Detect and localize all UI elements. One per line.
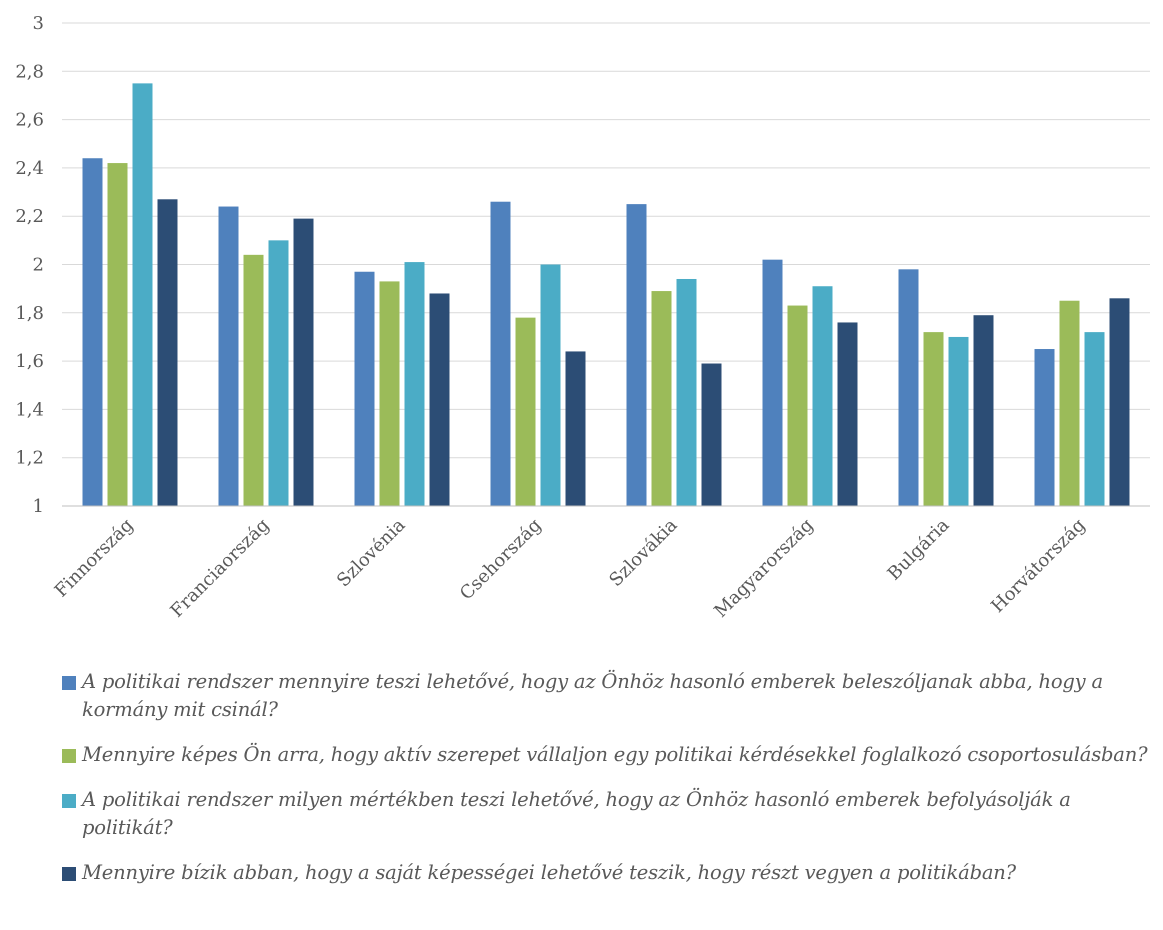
bar-series-2 [923,332,944,506]
x-tick-label: Bulgária [884,515,954,585]
bar-series-4 [1109,298,1130,506]
y-tick-label: 1,2 [15,448,44,469]
y-tick-label: 2,2 [15,206,44,227]
bar-series-2 [379,281,400,506]
legend-item-series-2: Mennyire képes Ön arra, hogy aktív szere… [62,741,1157,769]
y-tick-label: 1,8 [15,303,44,324]
bar-series-4 [293,218,314,507]
legend-item-series-4: Mennyire bízik abban, hogy a saját képes… [62,859,1157,887]
bar-series-3 [132,83,153,506]
bar-series-3 [676,278,697,506]
legend-label-series-1: A politikai rendszer mennyire teszi lehe… [82,670,1103,721]
bar-series-3 [812,286,833,506]
legend: A politikai rendszer mennyire teszi lehe… [62,668,1157,904]
bar-series-1 [626,204,647,506]
bar-series-1 [82,158,103,507]
x-tick-label: Szlovákia [605,515,681,591]
y-tick-label: 2,8 [15,61,44,82]
bar-series-3 [948,336,969,506]
bar-series-3 [268,240,289,506]
legend-label-series-4: Mennyire bízik abban, hogy a saját képes… [82,861,1016,884]
bar-chart: 1 1,2 1,4 1,6 1,8 2 2,2 2,4 2,6 2,8 3 Finnország Fr… [15,13,1150,622]
y-tick-label: 2,6 [15,110,44,131]
x-tick-label: Magyarország [710,515,817,622]
bar-series-1 [898,269,919,506]
bar-series-4 [701,363,722,506]
x-tick-label: Franciaország [166,515,273,622]
bar-series-4 [157,199,178,507]
y-axis: 1 1,2 1,4 1,6 1,8 2 2,2 2,4 2,6 2,8 3 [15,13,44,517]
bar-series-4 [429,293,450,506]
legend-swatch-series-1 [62,676,76,690]
bar-series-3 [540,264,561,506]
legend-item-series-1: A politikai rendszer mennyire teszi lehe… [62,668,1157,724]
x-tick-label: Szlovénia [333,514,410,591]
gridlines [62,22,1150,459]
x-tick-label: Horvátország [987,515,1089,617]
bar-series-2 [1059,300,1080,506]
bar-series-4 [837,322,858,506]
bar-series-4 [565,351,586,506]
bar-series-3 [404,262,425,506]
x-tick-label: Csehország [456,515,546,605]
legend-swatch-series-2 [62,749,76,763]
x-axis: Finnország Franciaország Szlovénia Csehorsz… [51,505,1150,622]
legend-label-series-2: Mennyire képes Ön arra, hogy aktív szere… [82,743,1148,766]
y-tick-label: 2,4 [15,158,44,179]
y-tick-label: 1,6 [15,351,44,372]
bar-series-4 [973,315,994,506]
legend-item-series-3: A politikai rendszer milyen mértékben te… [62,786,1157,842]
legend-swatch-series-3 [62,794,76,808]
bar-series-2 [243,254,264,506]
bar-series-1 [762,259,783,506]
legend-label-series-3: A politikai rendszer milyen mértékben te… [82,788,1071,839]
bar-series-2 [651,291,672,506]
bar-series-2 [107,163,128,506]
x-tick-label: Finnország [51,515,138,602]
y-tick-label: 1 [33,496,44,517]
bar-series-1 [354,271,375,506]
y-tick-label: 2 [33,255,44,276]
y-tick-label: 1,4 [15,399,44,420]
bar-series-3 [1084,332,1105,506]
bar-series-1 [490,201,511,506]
y-tick-label: 3 [33,13,44,34]
bar-series-1 [218,206,239,507]
bar-series-2 [515,317,536,506]
bar-series-2 [787,305,808,506]
bar-series-1 [1034,349,1055,506]
bars [82,83,1130,507]
legend-swatch-series-4 [62,867,76,881]
